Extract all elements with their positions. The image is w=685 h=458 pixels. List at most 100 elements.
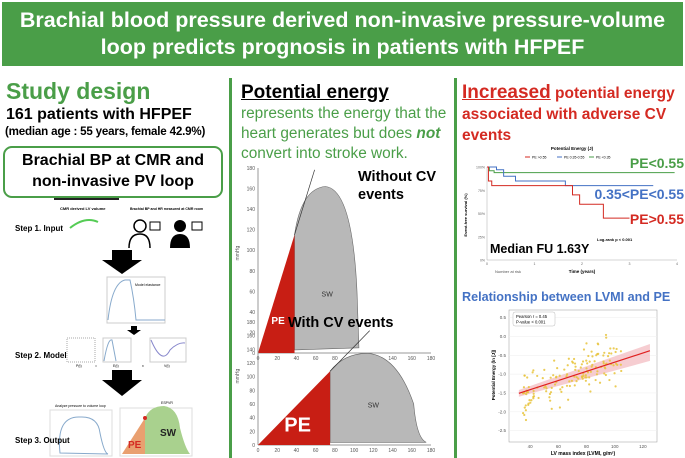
- study-heading: Study design: [6, 78, 151, 104]
- y-tick: 75%: [478, 189, 485, 193]
- data-point: [570, 379, 574, 382]
- pe-label: PE: [128, 440, 142, 451]
- y-tick: 0%: [480, 259, 485, 263]
- data-point: [612, 364, 615, 367]
- data-point: [598, 381, 602, 384]
- data-point: [586, 362, 589, 365]
- cmr-image: [54, 198, 119, 200]
- data-point: [612, 347, 615, 350]
- espvr-label: ESPVR: [161, 401, 173, 405]
- data-point: [522, 411, 525, 415]
- y-axis-label: Potential Energy (ln [J]): [491, 349, 496, 400]
- data-point: [552, 374, 555, 377]
- data-point: [532, 369, 535, 372]
- legend-entry: PE <0.35: [596, 156, 611, 160]
- step1-label: Step 1. Input: [15, 224, 63, 233]
- title: Brachial blood pressure derived non-inva…: [19, 8, 666, 59]
- patient-filled-icon: [170, 220, 203, 248]
- x-tick: 60: [313, 448, 319, 454]
- y-tick: 0.5: [500, 315, 507, 320]
- pe-area: [122, 418, 145, 454]
- without-pe-label: PE: [271, 316, 285, 327]
- y-tick: 160: [247, 334, 256, 340]
- x-tick: 160: [408, 448, 417, 454]
- data-point: [548, 396, 551, 399]
- y-tick: -1.5: [498, 390, 506, 395]
- with-pe-label: PE: [284, 414, 311, 436]
- x-tick: 20: [274, 448, 280, 454]
- data-point: [606, 354, 610, 358]
- data-point: [523, 413, 526, 417]
- y-tick: 20: [249, 429, 255, 435]
- pv-loop-title: Analyze pressure to volume loop: [55, 404, 106, 408]
- x-tick: 80: [584, 444, 590, 449]
- data-point: [614, 350, 617, 354]
- data-point: [585, 359, 588, 362]
- pe-heading: Potential energy: [241, 82, 389, 103]
- data-point: [616, 363, 619, 366]
- data-point: [529, 401, 532, 404]
- data-point: [610, 352, 613, 355]
- km-line-mid: [487, 166, 654, 187]
- data-point: [556, 366, 559, 370]
- data-point: [602, 354, 605, 357]
- without-espvr-line: [294, 169, 315, 235]
- data-point: [530, 399, 533, 402]
- with-sw-area: [329, 353, 427, 443]
- arrow-down-icon: [127, 326, 141, 335]
- scatter-chart: 0.5 0.0 -0.5 -1.0 -1.5 -2.0 -2.5 40 60 80 100 120 Po…: [491, 309, 658, 457]
- x-tick: 100: [611, 444, 619, 449]
- data-point: [582, 374, 585, 378]
- y-tick: 0: [252, 443, 255, 449]
- data-point: [587, 354, 590, 358]
- x-tick: 100: [350, 448, 359, 454]
- x-tick: 4: [676, 262, 678, 266]
- data-point: [545, 387, 548, 390]
- data-point: [572, 357, 576, 361]
- eq-term: =: [95, 364, 97, 368]
- sw-area: [145, 406, 190, 454]
- x-tick: 3: [629, 262, 631, 266]
- y-tick: 140: [247, 207, 256, 213]
- data-point: [574, 368, 577, 371]
- data-point: [589, 390, 592, 393]
- data-point: [580, 363, 583, 366]
- data-point: [581, 360, 585, 363]
- y-tick: 120: [247, 361, 256, 367]
- data-point: [525, 393, 528, 396]
- y-tick: -2.5: [498, 428, 506, 433]
- data-point: [609, 347, 612, 350]
- x-tick: 80: [332, 356, 338, 362]
- y-tick: -0.5: [498, 353, 506, 358]
- x-tick: 120: [369, 448, 378, 454]
- data-point: [553, 359, 556, 362]
- data-point: [577, 369, 580, 373]
- data-point: [602, 360, 605, 363]
- y-tick: 0: [252, 351, 255, 357]
- data-point: [595, 373, 599, 376]
- label-pe-high: PE>0.55: [630, 211, 684, 227]
- data-point: [549, 399, 552, 402]
- data-point: [604, 333, 608, 337]
- data-point: [607, 352, 611, 355]
- divider: [229, 78, 232, 458]
- y-tick: 80: [249, 388, 255, 394]
- data-point: [573, 375, 576, 378]
- x-tick: 1: [534, 262, 536, 266]
- volume-chart: [149, 337, 187, 363]
- km-title: Potential Energy (J): [551, 146, 594, 151]
- x-tick: 120: [639, 444, 647, 449]
- data-point: [571, 360, 574, 363]
- data-point: [585, 342, 588, 345]
- x-tick: 180: [427, 448, 436, 454]
- y-tick: 50%: [478, 212, 485, 216]
- data-point: [619, 350, 623, 353]
- eq-term: E(t): [113, 364, 119, 368]
- data-point: [524, 418, 528, 422]
- data-point: [550, 386, 553, 390]
- x-tick: 2: [581, 262, 583, 266]
- lv-contour: [69, 219, 99, 229]
- data-point: [561, 386, 564, 389]
- x-tick: 40: [528, 444, 534, 449]
- data-point: [591, 363, 594, 367]
